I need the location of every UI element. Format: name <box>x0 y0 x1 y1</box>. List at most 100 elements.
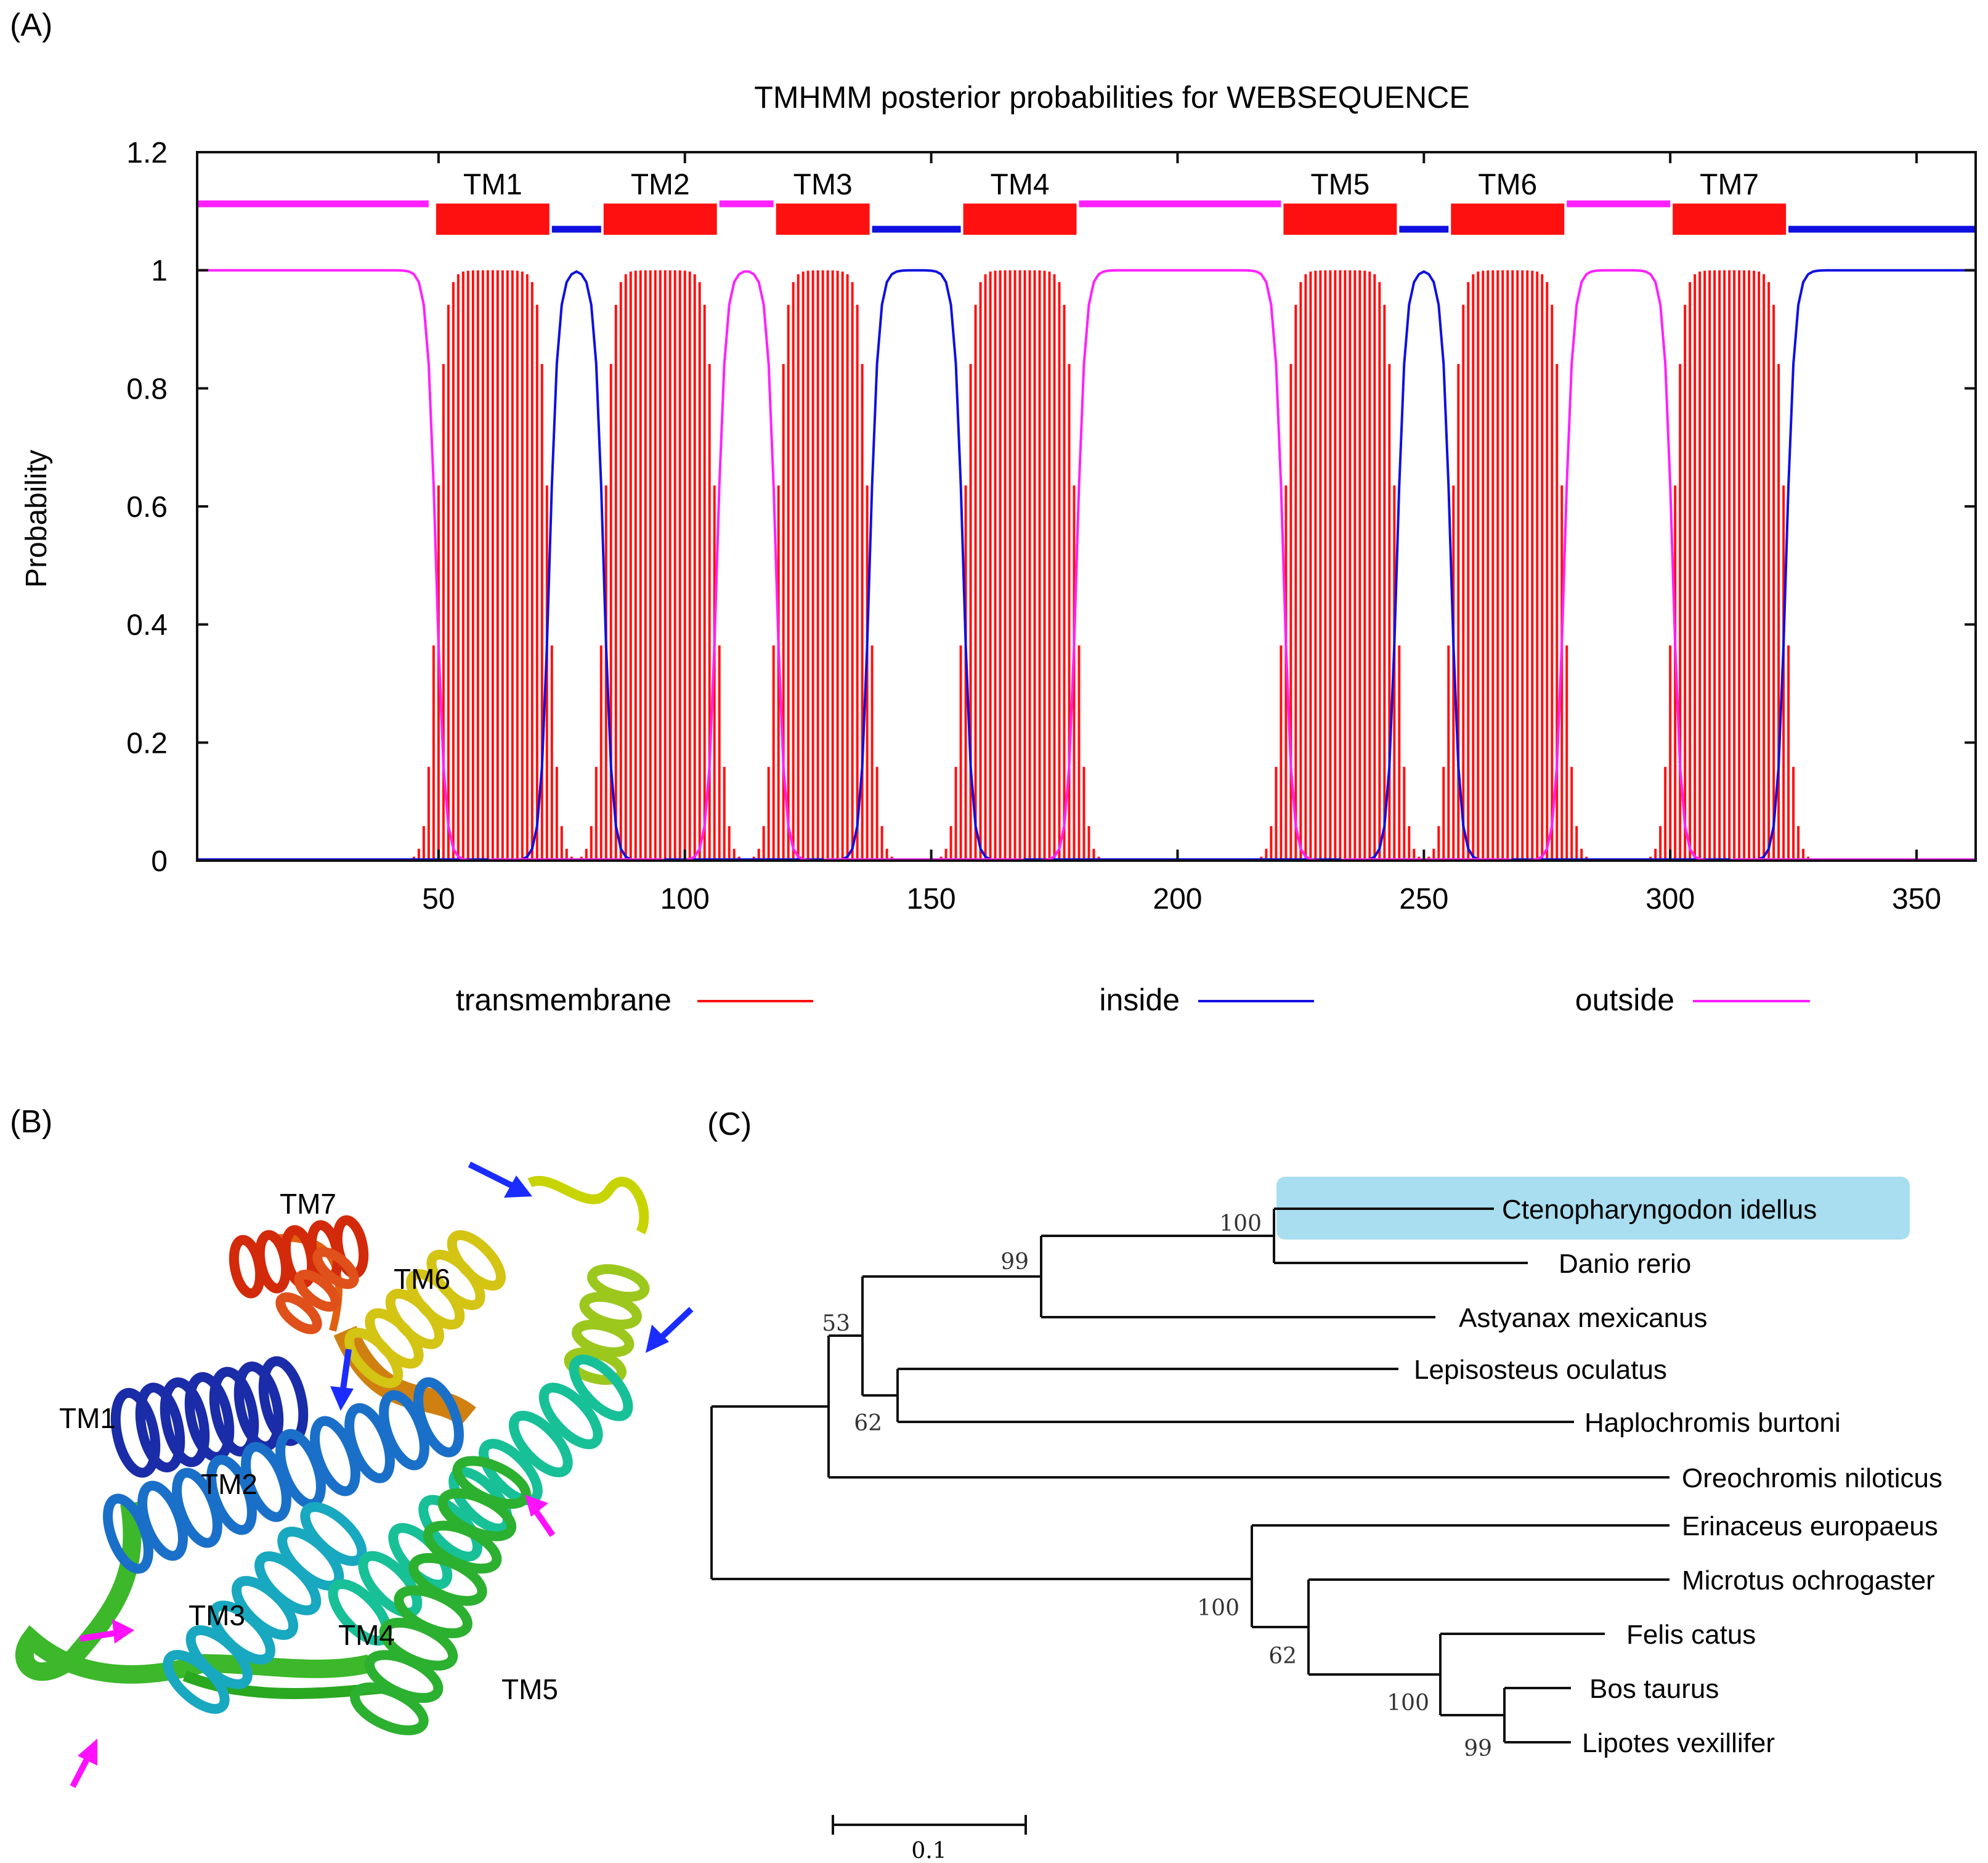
bootstrap-value: 99 <box>1000 1249 1029 1275</box>
bootstrap-value: 62 <box>1268 1644 1297 1669</box>
panel-a-label: (A) <box>10 7 52 43</box>
loop <box>527 1175 649 1235</box>
y-tick-label: 0.8 <box>126 373 168 405</box>
transmembrane-bars <box>412 270 1810 861</box>
structure-label: TM2 <box>201 1468 258 1500</box>
helix-coil <box>209 1366 259 1457</box>
legend-label: outside <box>1575 983 1674 1017</box>
highlight-box <box>1276 1177 1910 1240</box>
taxon-label: Microtus ochrogaster <box>1682 1565 1935 1596</box>
tree-taxa: Ctenopharyngodon idellus Danio rerio Ast… <box>1414 1195 1942 1758</box>
helix-label: TM3 <box>793 169 853 201</box>
bootstrap-value: 100 <box>1197 1596 1239 1621</box>
taxon-label: Felis catus <box>1626 1620 1756 1650</box>
helix-segment <box>776 203 870 235</box>
outside-segment <box>1079 200 1281 208</box>
taxon-label: Oreochromis niloticus <box>1682 1463 1942 1493</box>
helix-label: TM7 <box>1700 169 1759 201</box>
structure-label: TM5 <box>501 1673 558 1705</box>
magenta-arrow-icon <box>70 1739 97 1788</box>
helix-coil <box>587 1264 650 1302</box>
x-axis-ticks: 50 100 150 200 250 300 350 <box>422 152 1941 915</box>
panel-b-label: (B) <box>10 1104 52 1140</box>
taxon-label: Lepisosteus oculatus <box>1414 1355 1667 1385</box>
helix-coil <box>452 1456 531 1509</box>
bootstrap-value: 53 <box>822 1311 850 1336</box>
helix-coil <box>294 1269 341 1312</box>
tree-scale-bar: 0.1 <box>832 1815 1027 1863</box>
chart-title: TMHMM posterior probabilities for WEBSEQ… <box>754 80 1469 115</box>
taxon-label: Ctenopharyngodon idellus <box>1502 1195 1817 1225</box>
beta-strand <box>15 1501 372 1684</box>
helix-segment <box>436 203 550 235</box>
helix-segment <box>963 203 1077 235</box>
y-axis-label: Probability <box>20 450 53 588</box>
helix-coil <box>358 1551 423 1618</box>
helix-coil <box>275 1292 322 1334</box>
y-tick-label: 0.4 <box>126 609 168 642</box>
chart-legend: transmembrane inside outside <box>456 983 1810 1017</box>
y-tick-label: 1.2 <box>126 137 168 169</box>
helix-label: TM4 <box>991 169 1050 201</box>
x-tick-label: 200 <box>1153 883 1202 915</box>
helix-coil <box>569 1354 633 1421</box>
y-axis-ticks: 0 0.2 0.4 0.6 0.8 1 1.2 <box>126 137 1976 878</box>
helix-segment <box>1283 203 1397 235</box>
helix-coil <box>413 1377 464 1458</box>
panel-c-label: (C) <box>707 1106 752 1142</box>
helix-label: TM1 <box>463 169 522 201</box>
y-tick-label: 1 <box>151 255 168 288</box>
helix-coil <box>160 1377 210 1467</box>
inside-segment <box>551 225 601 233</box>
taxon-label: Haplochromis burtoni <box>1584 1408 1841 1438</box>
blue-arrow-icon <box>330 1349 354 1411</box>
x-tick-label: 100 <box>660 883 710 915</box>
blue-arrow-icon <box>468 1161 532 1198</box>
scale-label: 0.1 <box>911 1838 946 1863</box>
structure-label: TM1 <box>59 1402 116 1434</box>
helix-label: TM5 <box>1310 169 1369 201</box>
taxon-label: Lipotes vexillifer <box>1582 1728 1775 1758</box>
inside-segment <box>872 225 961 233</box>
outside-segment <box>719 200 774 208</box>
helix-coil <box>538 1382 603 1450</box>
helix-segment <box>603 203 717 235</box>
outside-segment <box>197 200 429 208</box>
helix-coil <box>418 1495 483 1562</box>
taxon-label: Bos taurus <box>1589 1674 1719 1704</box>
helix-coil <box>447 1230 506 1291</box>
inside-segment <box>1788 225 1976 233</box>
x-tick-label: 300 <box>1645 883 1695 915</box>
x-tick-label: 350 <box>1892 883 1941 915</box>
helix-segment <box>1673 203 1787 235</box>
helix-coil <box>233 1362 284 1451</box>
helix-label: TM6 <box>1478 169 1537 201</box>
helix-coil <box>478 1439 543 1506</box>
outside-segment <box>1567 200 1671 208</box>
y-tick-label: 0.2 <box>126 727 168 760</box>
structure-label: TM7 <box>280 1188 336 1220</box>
x-tick-label: 150 <box>907 883 956 915</box>
structure-label: TM6 <box>394 1263 450 1295</box>
bootstrap-value: 99 <box>1464 1736 1492 1761</box>
helix-label: TM2 <box>631 169 690 201</box>
bootstrap-values: 100 99 53 62 100 62 100 99 <box>822 1211 1492 1761</box>
y-tick-label: 0 <box>151 845 168 878</box>
taxon-label: Erinaceus europaeus <box>1682 1511 1938 1541</box>
inside-segment <box>1399 225 1449 233</box>
legend-label: inside <box>1099 983 1180 1017</box>
topology-track <box>197 200 1976 235</box>
helix-segment <box>1451 203 1565 235</box>
phylogenetic-tree <box>710 1208 1670 1743</box>
taxon-label: Danio rerio <box>1559 1249 1691 1279</box>
magenta-arrow-icon <box>525 1495 556 1537</box>
structure-label: TM4 <box>338 1619 395 1651</box>
magenta-arrow-icon <box>79 1619 134 1644</box>
x-tick-label: 50 <box>422 883 455 915</box>
bootstrap-value: 100 <box>1387 1690 1429 1716</box>
helix-coil <box>312 1247 359 1289</box>
legend-label: transmembrane <box>456 983 671 1017</box>
helix-coil <box>110 1387 161 1478</box>
bootstrap-value: 62 <box>854 1411 882 1436</box>
